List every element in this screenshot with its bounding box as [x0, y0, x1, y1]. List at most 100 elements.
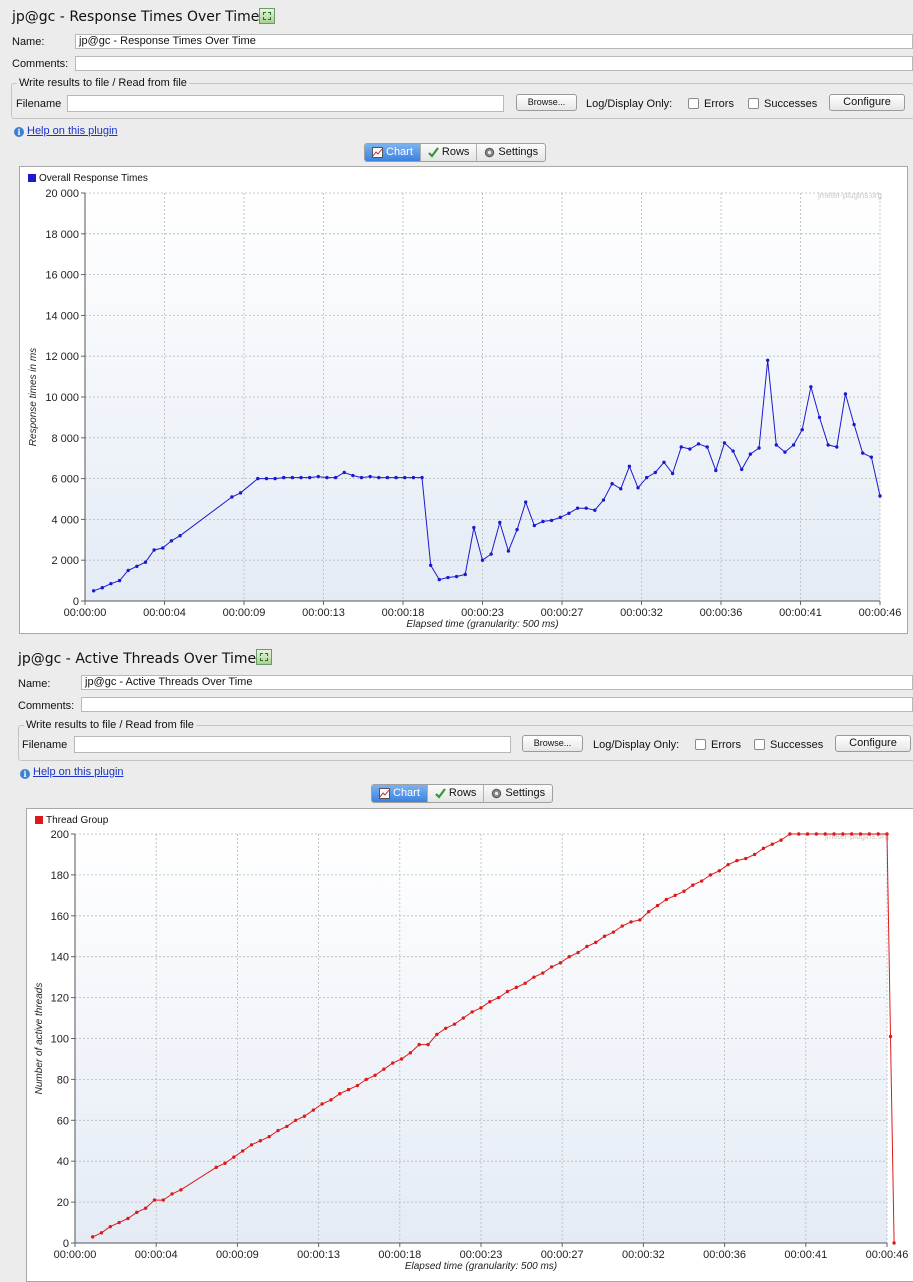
name-label: Name:	[18, 678, 51, 690]
tab-settings[interactable]: Settings	[477, 144, 545, 161]
data-point	[152, 1198, 157, 1202]
x-tick-label: 00:00:41	[784, 1249, 827, 1261]
expand-icon[interactable]	[256, 649, 272, 665]
data-point	[809, 385, 813, 389]
data-point	[717, 869, 722, 873]
name-field[interactable]: jp@gc - Response Times Over Time	[75, 34, 913, 49]
data-point	[496, 995, 501, 1000]
errors-checkbox[interactable]	[688, 98, 699, 109]
data-point	[708, 873, 713, 877]
successes-checkbox[interactable]	[754, 739, 765, 750]
y-tick-label: 16 000	[45, 270, 79, 282]
tab-rows-label: Rows	[448, 787, 477, 799]
data-point	[394, 475, 398, 480]
tab-chart[interactable]: Chart	[372, 785, 428, 802]
expand-icon[interactable]	[259, 8, 275, 24]
chart-tabs: Chart Rows Settings	[371, 784, 554, 803]
data-point	[826, 443, 830, 447]
comments-field[interactable]	[81, 697, 913, 712]
successes-label: Successes	[764, 98, 818, 110]
data-point	[653, 470, 658, 475]
data-point	[523, 981, 527, 985]
active-threads-panel: jp@gc - Active Threads Over Time Name: j…	[0, 640, 913, 1282]
data-point	[152, 548, 156, 552]
y-tick-label: 18 000	[45, 229, 79, 241]
data-point	[506, 549, 511, 553]
data-point	[655, 903, 660, 908]
help-link[interactable]: Help on this plugin	[27, 125, 118, 137]
data-point	[342, 470, 346, 475]
tab-rows[interactable]: Rows	[421, 144, 478, 161]
data-point	[662, 460, 666, 464]
tab-rows[interactable]: Rows	[428, 785, 485, 802]
comments-field[interactable]	[75, 56, 913, 71]
data-point	[892, 1241, 896, 1245]
data-point	[888, 1034, 893, 1039]
configure-button[interactable]: Configure	[835, 735, 911, 752]
data-point	[320, 1102, 324, 1106]
file-group: Write results to file / Read from file	[11, 77, 913, 119]
filename-label: Filename	[22, 739, 68, 751]
data-point	[359, 475, 364, 480]
filename-field[interactable]	[67, 95, 504, 112]
data-point	[143, 1206, 148, 1210]
data-point	[774, 443, 779, 447]
data-point	[463, 572, 467, 577]
data-point	[179, 1188, 183, 1192]
x-tick-label: 00:00:00	[54, 1249, 97, 1261]
y-tick-label: 0	[63, 1238, 69, 1250]
tab-chart-label: Chart	[386, 146, 413, 158]
y-tick-label: 6 000	[51, 474, 79, 486]
log-display-label: Log/Display Only:	[593, 739, 680, 751]
y-tick-label: 140	[51, 952, 69, 964]
name-label: Name:	[12, 36, 45, 48]
data-point	[788, 832, 792, 836]
data-point	[411, 475, 416, 480]
data-point	[849, 832, 854, 836]
browse-button[interactable]: Browse...	[522, 735, 583, 752]
data-point	[748, 452, 753, 456]
data-point	[688, 447, 692, 451]
tab-chart[interactable]: Chart	[365, 144, 421, 161]
x-tick-label: 00:00:32	[622, 1249, 665, 1261]
browse-button[interactable]: Browse...	[516, 94, 577, 111]
data-point	[644, 475, 649, 480]
data-point	[524, 500, 528, 504]
errors-checkbox[interactable]	[695, 739, 706, 750]
successes-checkbox[interactable]	[748, 98, 759, 109]
data-point	[285, 1124, 289, 1129]
name-field[interactable]: jp@gc - Active Threads Over Time	[81, 675, 913, 690]
data-point	[240, 1149, 245, 1153]
data-point	[601, 498, 606, 502]
data-point	[835, 445, 839, 449]
y-tick-label: 180	[51, 870, 69, 882]
checkmark-icon	[428, 147, 439, 158]
x-tick-label: 00:00:41	[779, 607, 822, 619]
help-link[interactable]: Help on this plugin	[33, 766, 124, 778]
data-point	[611, 930, 616, 934]
y-tick-label: 40	[57, 1156, 69, 1168]
comments-label: Comments:	[12, 58, 69, 70]
tab-settings[interactable]: Settings	[484, 785, 552, 802]
x-tick-label: 00:00:23	[460, 1249, 503, 1261]
data-point	[682, 889, 686, 893]
data-point	[391, 1061, 395, 1065]
x-tick-label: 00:00:36	[703, 1249, 746, 1261]
data-point	[276, 1128, 280, 1133]
data-point	[558, 961, 563, 965]
chart-svg: jmeter-plugins.org 0 2 000 4 000 6 000 8 000 1…	[28, 173, 901, 630]
data-point	[770, 842, 774, 846]
data-point	[135, 1210, 139, 1215]
y-tick-label: 0	[73, 596, 79, 608]
configure-button[interactable]: Configure	[829, 94, 905, 111]
data-point	[627, 464, 632, 469]
y-axis-label: Response times in ms	[28, 348, 39, 446]
chart-icon	[379, 788, 390, 799]
y-tick-label: 2 000	[51, 555, 79, 567]
data-point	[382, 1067, 386, 1071]
filename-field[interactable]	[74, 736, 511, 753]
data-point	[541, 519, 545, 524]
data-point	[779, 838, 783, 842]
data-point	[885, 832, 889, 836]
data-point	[230, 495, 234, 499]
